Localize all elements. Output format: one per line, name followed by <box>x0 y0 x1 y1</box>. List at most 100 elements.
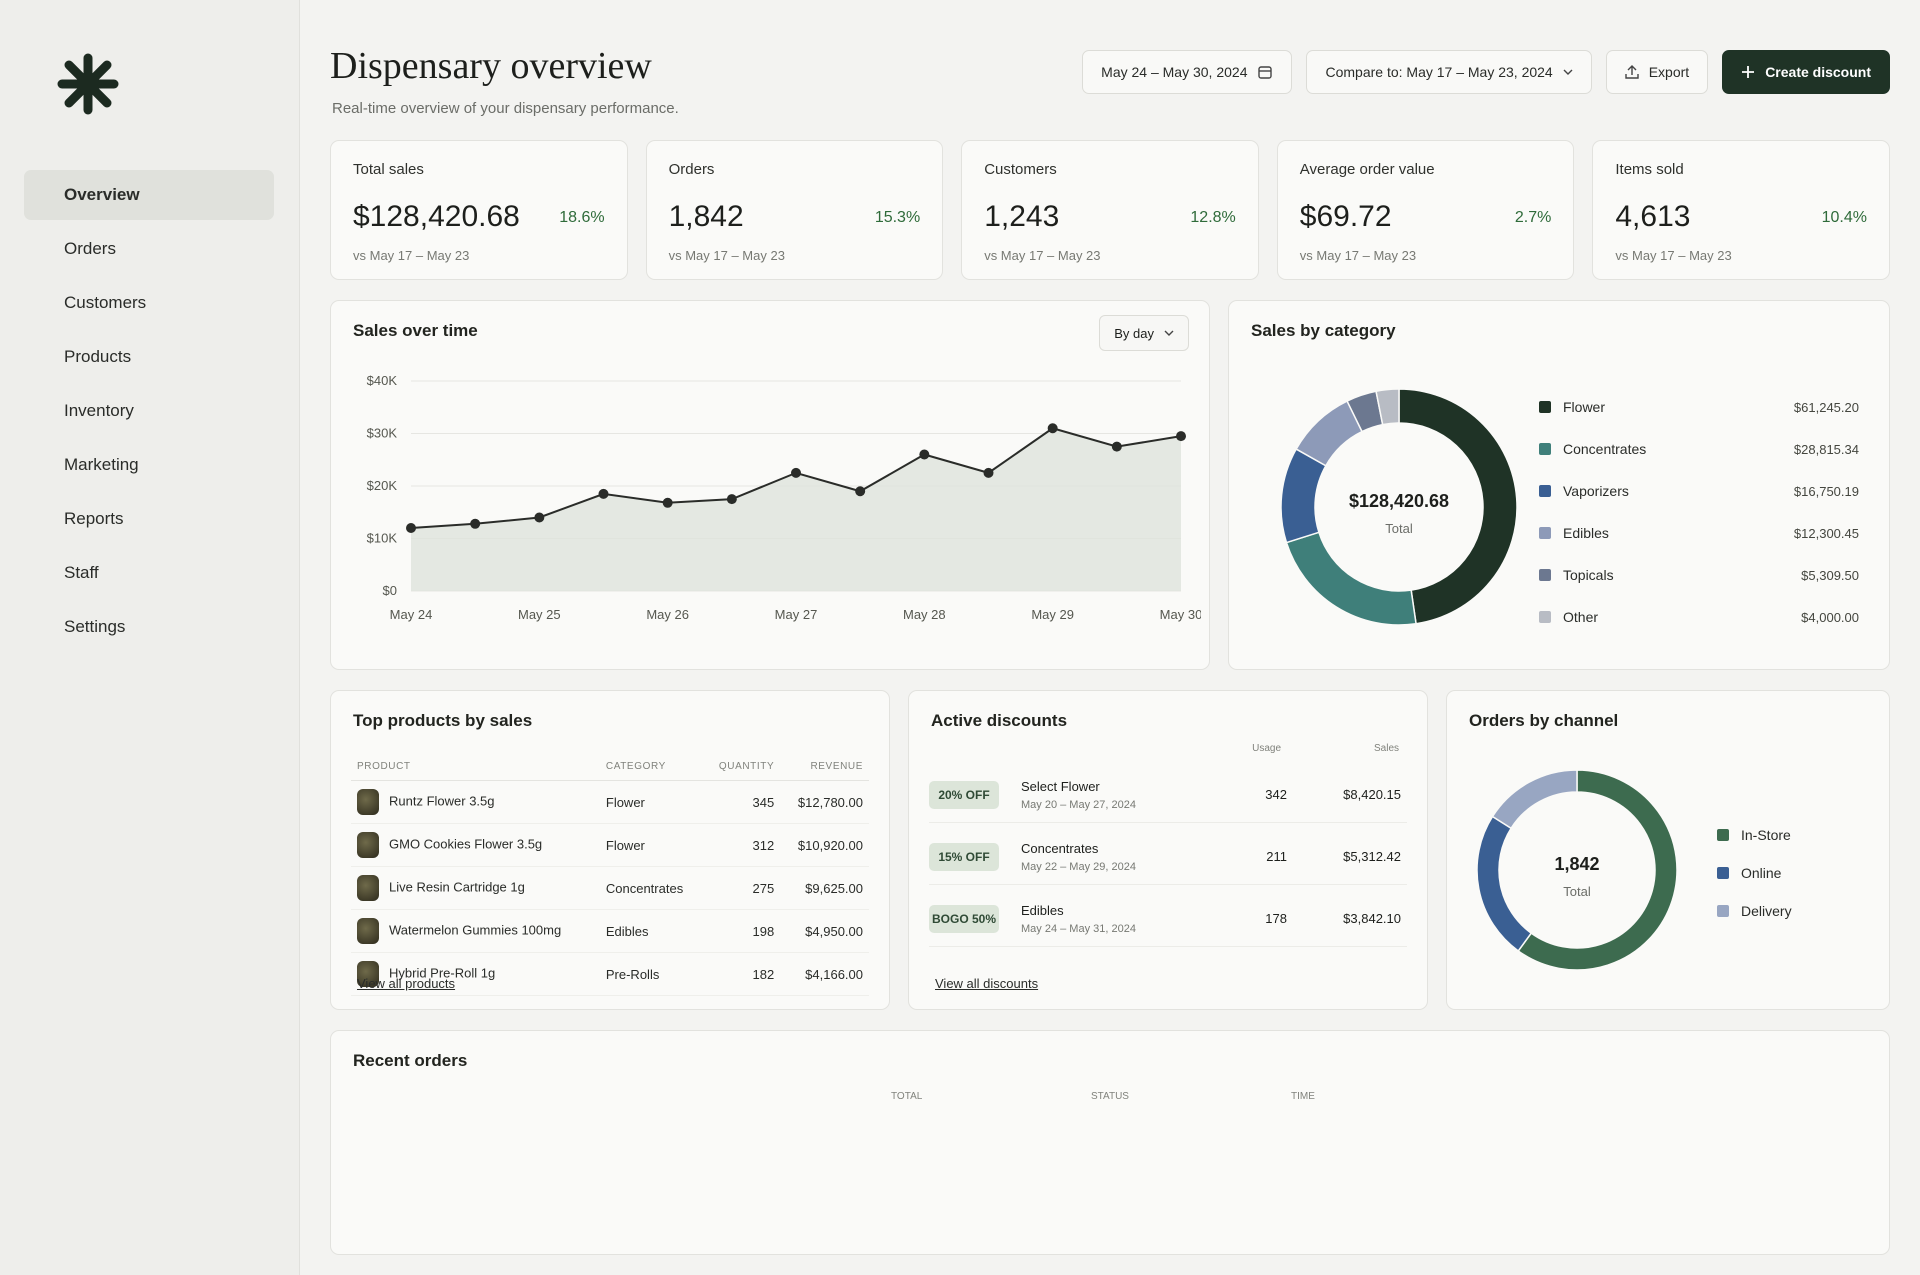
kpi-change-value: 15.3% <box>874 209 921 226</box>
line-chart: $0 $10K $20K $30K $40K May 24 May 25 May 26 May … <box>367 373 1201 622</box>
kpi-card: Average order value $69.72 2.7% vs May 17 –… <box>1276 140 1575 280</box>
product-row: Live Resin Cartridge 1g Concentrates 275 $9… <box>351 866 869 910</box>
sales-over-time-card: Sales over time By day $0 $10K $20K $30K $40… <box>330 300 1210 670</box>
x-tick-label: May 24 <box>390 607 433 622</box>
kpi-card: Orders 1,842 15.3% vs May 17 – May 23 <box>645 140 944 280</box>
legend-value: $61,245.20 <box>1794 400 1859 415</box>
point <box>855 486 866 497</box>
date-range[interactable]: May 24 – May 30, 2024 <box>1082 50 1293 94</box>
kpi-compare: vs May 17 – May 23 <box>1615 248 1732 263</box>
discount-row: BOGO 50% Edibles May 24 – May 31, 2024 178 $… <box>929 891 1407 947</box>
legend-label: Online <box>1741 865 1782 881</box>
export-text: Export <box>1648 64 1690 80</box>
donut-center-sublabel: Total <box>1385 521 1413 536</box>
create-button[interactable]: Create discount <box>1722 50 1890 94</box>
kpi-change: 18.6% <box>555 209 604 227</box>
table-cell: 345 <box>702 780 781 824</box>
table-cell: 182 <box>702 952 781 996</box>
kpi-change-value: 18.6% <box>559 209 605 226</box>
cell-text: Concentrates <box>605 880 684 896</box>
table-cell: $9,625.00 <box>780 866 869 910</box>
product-thumbnail <box>357 961 379 987</box>
column-header: TOTAL <box>891 1091 923 1102</box>
cell-text: Live Resin Cartridge 1g <box>389 879 525 895</box>
donut-slice <box>1491 769 1578 830</box>
nav-label: Inventory <box>64 401 134 420</box>
donut-slice <box>1476 815 1533 952</box>
create-text: Create discount <box>1765 64 1871 80</box>
kpi-label: Total sales <box>353 161 424 178</box>
point <box>598 488 609 499</box>
legend-swatch <box>1539 443 1551 455</box>
table-cell: Concentrates <box>599 866 703 910</box>
nav-item[interactable]: Staff <box>24 548 274 598</box>
nav-item[interactable]: Customers <box>24 278 274 328</box>
kpi-label: Orders <box>668 161 715 178</box>
table-cell: Flower <box>599 780 703 824</box>
point <box>1047 423 1058 434</box>
point <box>662 497 673 508</box>
chart-row: Sales over time By day $0 $10K $20K $30K $40… <box>330 300 1890 670</box>
donut-chart: Flower $61,245.20 Concentrates $28,815.34 Va… <box>1280 388 1859 626</box>
nav-item[interactable]: Marketing <box>24 440 274 490</box>
nav-item[interactable]: Reports <box>24 494 274 544</box>
point <box>919 449 930 460</box>
discount-usage: 178 <box>1265 911 1287 926</box>
nav-item[interactable]: Products <box>24 332 274 382</box>
product-row: Watermelon Gummies 100mg Edibles 198 $4,950… <box>351 909 869 953</box>
x-tick-label: May 28 <box>903 607 946 622</box>
legend-value: $12,300.45 <box>1794 526 1859 541</box>
orders-by-channel-card: Orders by channel In-Store Online Delivery… <box>1446 690 1890 1010</box>
table-cell: $4,166.00 <box>780 952 869 996</box>
kpi-change: 12.8% <box>1186 209 1235 227</box>
table-cell: $10,920.00 <box>780 823 869 867</box>
discount-name: Concentrates <box>1021 840 1099 856</box>
legend-label: Delivery <box>1741 903 1792 919</box>
donut-slice <box>1517 769 1678 971</box>
column-header: CATEGORY <box>599 753 703 781</box>
period-select[interactable]: By day <box>1099 315 1189 351</box>
column-header: STATUS <box>1091 1091 1129 1102</box>
nav-label: Customers <box>64 293 147 312</box>
nav-item[interactable]: Inventory <box>24 386 274 436</box>
cell-text: 345 <box>752 794 775 810</box>
controls: May 24 – May 30, 2024 Compare to: May 17… <box>1082 50 1890 94</box>
nav-item[interactable]: Orders <box>24 224 274 274</box>
compare-select[interactable]: Compare to: May 17 – May 23, 2024 <box>1306 50 1592 94</box>
nav-item[interactable]: Settings <box>24 602 274 652</box>
table-cell: Edibles <box>599 909 703 953</box>
discount-name: Edibles <box>1021 902 1064 918</box>
chevron <box>1563 69 1573 75</box>
legend-label: Vaporizers <box>1563 483 1629 499</box>
point <box>983 467 994 478</box>
product-thumbnail <box>357 918 379 944</box>
column-header: QUANTITY <box>702 753 781 781</box>
nav-label: Products <box>64 347 132 366</box>
discount-dates: May 22 – May 29, 2024 <box>1021 860 1136 873</box>
x-tick-label: May 29 <box>1031 607 1074 622</box>
cell-text: 275 <box>752 880 775 896</box>
export-button[interactable]: Export <box>1605 50 1709 94</box>
kpi-change-value: 2.7% <box>1514 209 1552 226</box>
page-title: Dispensary overview <box>330 45 652 87</box>
export-icon <box>1625 65 1639 79</box>
kpi-compare: vs May 17 – May 23 <box>668 248 785 263</box>
discount-row: 15% OFF Concentrates May 22 – May 29, 2024… <box>929 829 1407 885</box>
page-subtitle: Real-time overview of your dispensary pe… <box>332 100 679 117</box>
x-tick-label: May 27 <box>775 607 818 622</box>
table-cell: Runtz Flower 3.5g <box>351 780 600 824</box>
recent-orders-card: Recent orders TOTAL STATUS TIME <box>330 1030 1890 1255</box>
kpi-value: 1,243 <box>984 200 1060 233</box>
date-range-text: May 24 – May 30, 2024 <box>1101 64 1248 80</box>
view-all-products[interactable]: View all products <box>357 976 456 991</box>
nav-item[interactable]: Overview <box>24 170 274 220</box>
nav-label: Reports <box>64 509 124 528</box>
plus-icon <box>1742 66 1755 78</box>
card-title: Top products by sales <box>353 711 533 730</box>
compare-text: Compare to: May 17 – May 23, 2024 <box>1325 64 1553 80</box>
cell-text: $9,625.00 <box>805 880 863 896</box>
legend-label: Concentrates <box>1563 441 1646 457</box>
view-all-discounts[interactable]: View all discounts <box>935 976 1039 991</box>
nav-label: Settings <box>64 617 126 636</box>
cell-text: $4,166.00 <box>805 966 863 982</box>
